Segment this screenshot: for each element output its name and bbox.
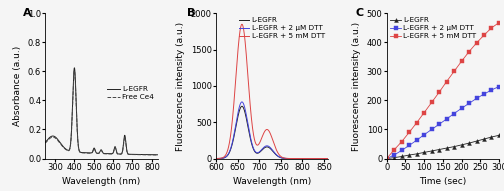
Text: C: C [355,8,363,18]
X-axis label: Time (sec): Time (sec) [419,177,466,186]
Y-axis label: Fluorescence intensity (a.u.): Fluorescence intensity (a.u.) [176,21,185,151]
Y-axis label: Absorbance (a.u.): Absorbance (a.u.) [14,46,22,126]
Text: A: A [23,8,32,18]
X-axis label: Wavelength (nm): Wavelength (nm) [233,177,311,186]
X-axis label: Wavelength (nm): Wavelength (nm) [62,177,141,186]
Y-axis label: Fluorescence intensity (a.u.): Fluorescence intensity (a.u.) [352,21,361,151]
Legend: L-EGFR, L-EGFR + 2 μM DTT, L-EGFR + 5 mM DTT: L-EGFR, L-EGFR + 2 μM DTT, L-EGFR + 5 mM… [238,17,325,40]
Text: B: B [187,8,195,18]
Legend: L-EGFR, L-EGFR + 2 μM DTT, L-EGFR + 5 mM DTT: L-EGFR, L-EGFR + 2 μM DTT, L-EGFR + 5 mM… [390,17,476,40]
Legend: L-EGFR, Free Ce4: L-EGFR, Free Ce4 [107,86,154,100]
